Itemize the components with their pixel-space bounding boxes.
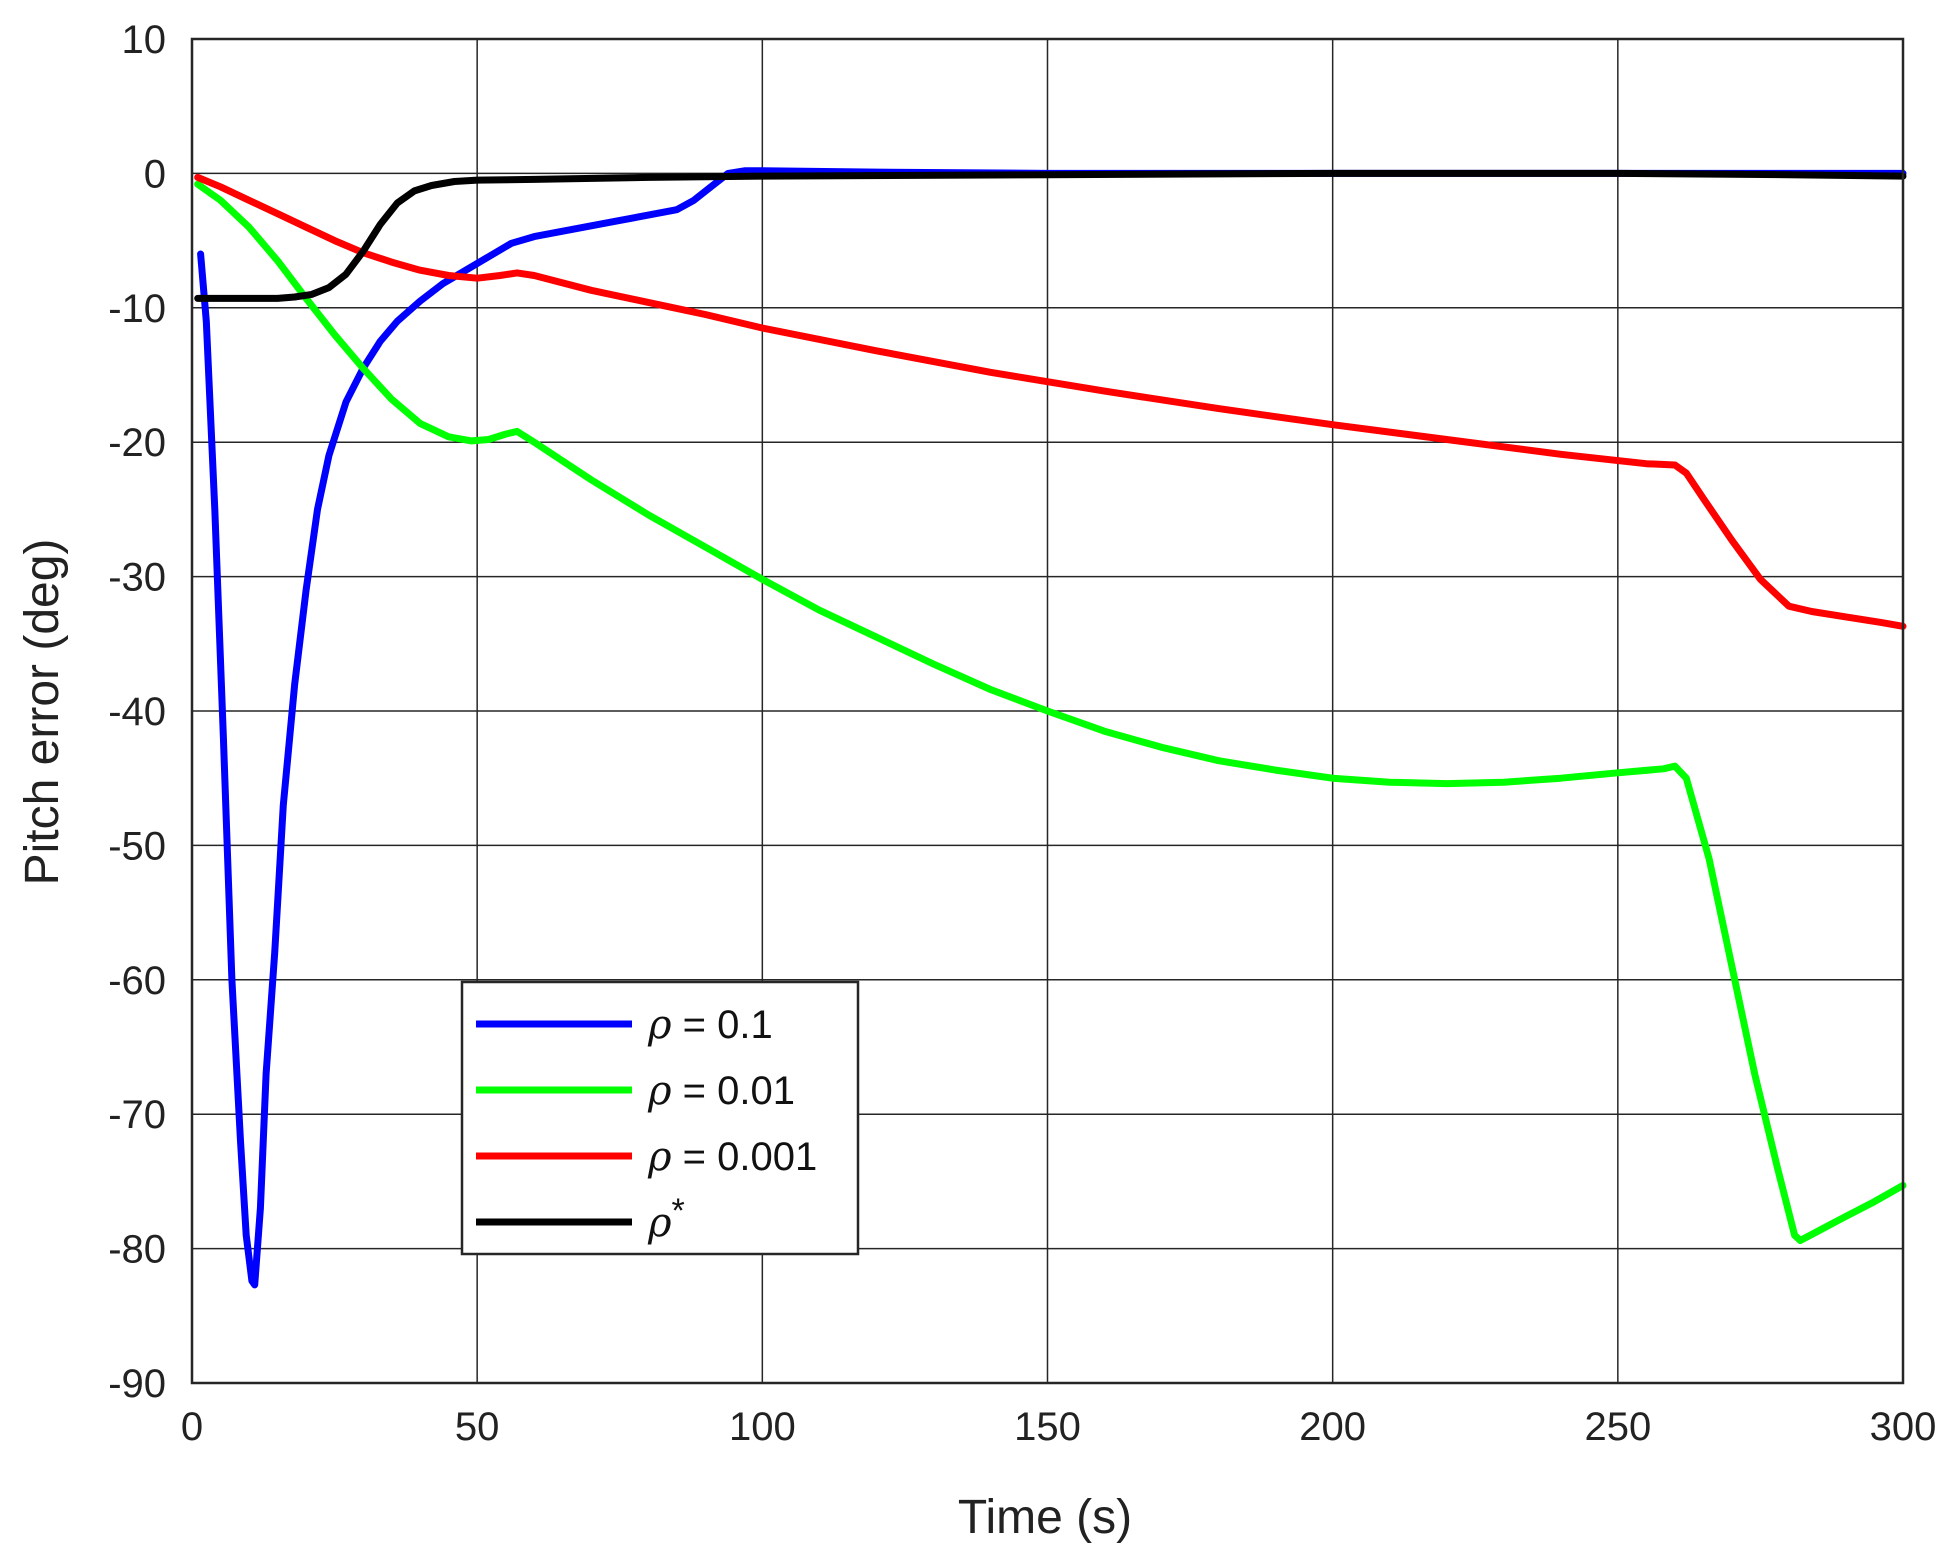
y-tick-label: -80 [108,1228,166,1272]
legend-entry-symbol: ρ [647,1134,672,1180]
y-tick-label: 0 [144,152,166,196]
legend-entry-2: ρ = 0.001 [647,1134,817,1180]
x-tick-label: 100 [729,1405,796,1449]
x-tick-labels: 0 50 100 150 200 250 300 [181,1405,1937,1449]
legend-entry-text: = 0.01 [672,1069,795,1113]
y-tick-label: -40 [108,690,166,734]
legend-entry-0: ρ = 0.1 [647,1002,773,1048]
y-tick-label: -10 [108,287,166,331]
series-line-3 [194,169,1907,302]
legend-entry-text: = 0.1 [672,1003,773,1047]
legend-entry-1: ρ = 0.01 [647,1068,795,1114]
y-tick-label: -50 [108,824,166,868]
series-line-1 [194,180,1907,1244]
x-tick-label: 300 [1870,1405,1937,1449]
y-tick-label: 10 [122,18,167,62]
plot-frame [190,37,1905,1385]
y-tick-label: -70 [108,1093,166,1137]
legend-entry-symbol: ρ [647,1200,672,1246]
y-tick-label: -20 [108,421,166,465]
series-lines [194,167,1907,1289]
series-line-2 [194,173,1907,630]
x-tick-label: 200 [1299,1405,1366,1449]
x-tick-label: 50 [455,1405,500,1449]
series-line-0 [197,167,1907,1289]
legend-entry-3: ρ* [647,1192,685,1246]
y-tick-label: -60 [108,959,166,1003]
x-tick-label: 250 [1584,1405,1651,1449]
x-tick-label: 0 [181,1405,203,1449]
y-axis-label: Pitch error (deg) [16,539,69,886]
y-tick-label: -90 [108,1362,166,1406]
y-tick-labels: 10 0 -10 -20 -30 -40 -50 -60 -70 -80 -90 [108,18,166,1406]
legend-entry-symbol: ρ [647,1068,672,1114]
legend-entry-symbol: ρ [647,1002,672,1048]
y-tick-label: -30 [108,556,166,600]
legend-entry-text: = 0.001 [672,1135,818,1179]
legend-entry-text: * [672,1192,685,1230]
x-tick-label: 150 [1014,1405,1081,1449]
x-axis-label: Time (s) [958,1491,1132,1544]
